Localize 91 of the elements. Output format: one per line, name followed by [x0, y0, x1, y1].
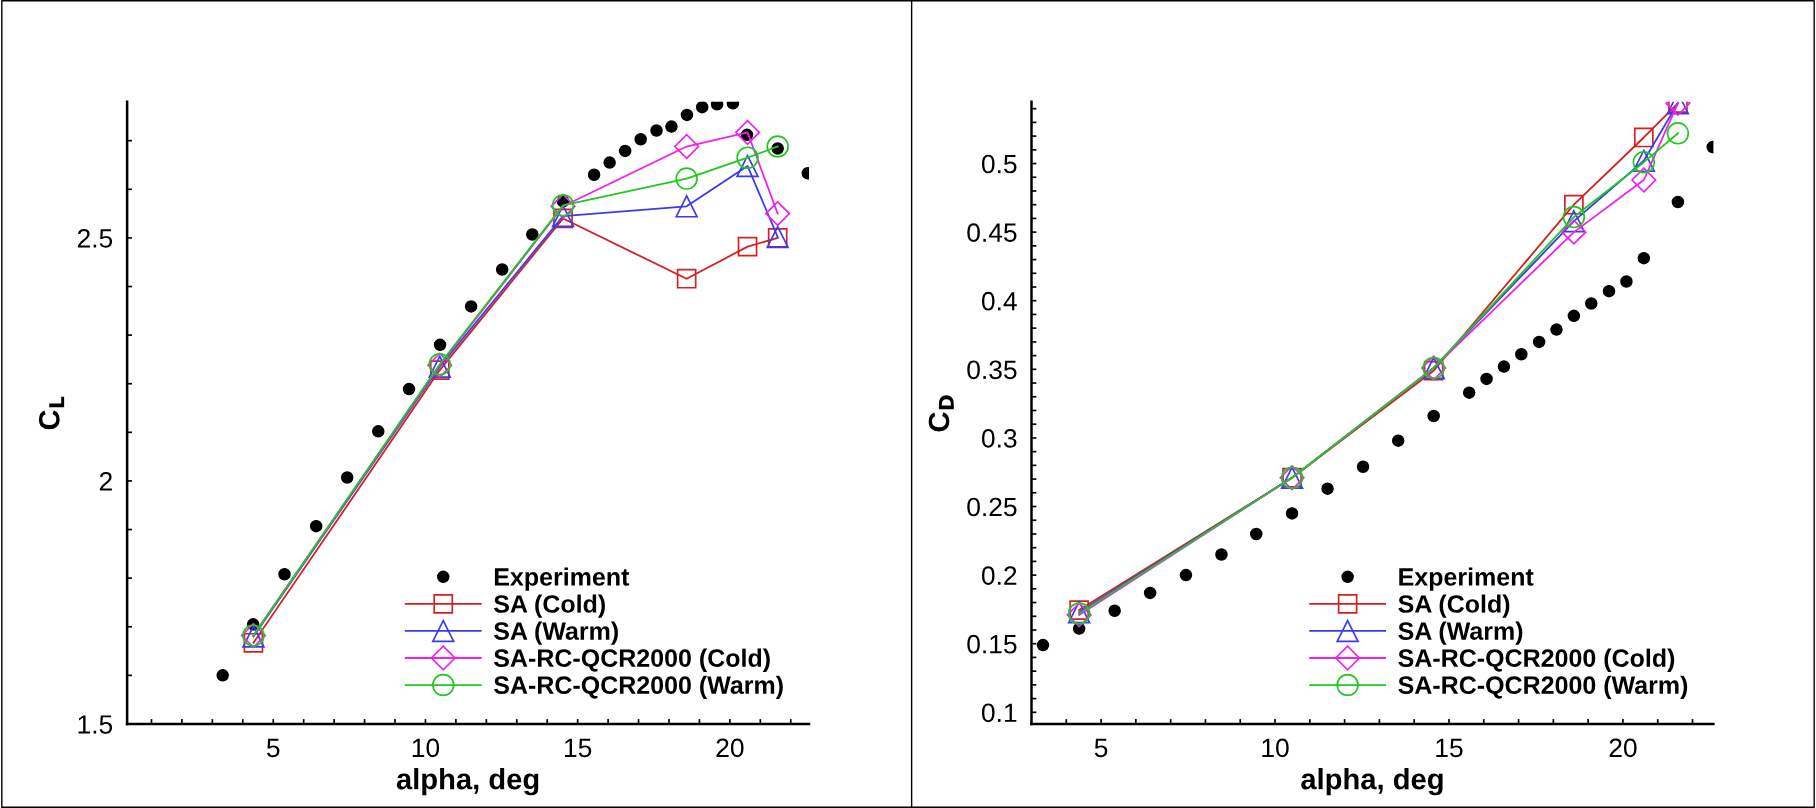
point — [1637, 251, 1651, 265]
x-axis-title: alpha, deg — [396, 768, 539, 796]
point — [1356, 460, 1370, 473]
point — [495, 263, 509, 276]
point — [1585, 297, 1598, 310]
point — [766, 135, 789, 158]
point — [1550, 323, 1563, 336]
point — [736, 146, 759, 169]
y-tick-label: 0.25 — [967, 497, 1017, 517]
point — [710, 101, 724, 111]
legend-label: SA (Cold) — [493, 594, 605, 618]
point — [278, 568, 291, 581]
y-tick-label: 0.15 — [967, 634, 1017, 654]
point — [665, 120, 678, 133]
point — [674, 133, 700, 160]
point — [1666, 122, 1690, 145]
point — [372, 425, 385, 438]
y-axis-title: C$_{L}$ — [38, 396, 65, 430]
point — [340, 471, 354, 484]
y-tick-label: 0.1 — [981, 703, 1017, 723]
point — [1633, 127, 1654, 148]
point — [433, 338, 447, 352]
y-tick-label: 0.35 — [967, 360, 1017, 380]
point — [464, 300, 478, 313]
y-tick-label: 0.4 — [981, 291, 1017, 311]
point — [650, 124, 663, 137]
y-tick-label: 2 — [99, 472, 112, 491]
point — [1179, 568, 1193, 582]
y-tick-label: 0.5 — [981, 154, 1017, 174]
point — [1515, 347, 1528, 361]
x-tick-label: 20 — [716, 738, 744, 758]
point — [1532, 335, 1546, 349]
point — [1427, 409, 1440, 423]
point — [1391, 434, 1405, 447]
y-tick-label: 0.2 — [981, 566, 1017, 585]
y-tick-label: 2.5 — [77, 229, 113, 248]
point — [1620, 275, 1633, 288]
y-tick-label: 0.3 — [981, 429, 1017, 448]
point — [634, 132, 647, 146]
point — [1462, 386, 1476, 399]
x-axis-title: alpha, deg — [1301, 768, 1443, 796]
x-tick-label: 15 — [565, 738, 592, 758]
point — [675, 167, 698, 190]
point — [618, 144, 632, 158]
point — [695, 101, 709, 114]
legend-label: SA-RC-QCR2000 (Cold) — [1398, 648, 1675, 672]
legend-label: SA (Warm) — [493, 621, 618, 645]
legend-label: SA (Cold) — [1398, 594, 1510, 618]
point — [309, 519, 323, 533]
point — [676, 268, 697, 289]
point — [1285, 507, 1299, 520]
legend-label: SA (Warm) — [1398, 621, 1523, 645]
point — [734, 119, 761, 146]
point — [1631, 167, 1657, 193]
point — [680, 108, 694, 122]
point — [1143, 586, 1157, 600]
point — [1036, 638, 1050, 652]
y-tick-label: 0.45 — [967, 223, 1017, 242]
point — [526, 228, 539, 241]
point — [587, 168, 601, 181]
y-axis-title: C$_{D}$ — [928, 395, 954, 432]
x-tick-label: 20 — [1609, 738, 1637, 758]
point — [1671, 195, 1685, 209]
point — [1249, 527, 1263, 541]
legend-label: SA-RC-QCR2000 (Warm) — [493, 675, 783, 699]
x-tick-label: 5 — [1094, 738, 1108, 758]
x-tick-label: 15 — [1436, 738, 1463, 758]
point — [1321, 482, 1334, 495]
legend-label: Experiment — [494, 567, 630, 591]
point — [1497, 360, 1511, 373]
point — [1602, 284, 1616, 298]
point — [216, 669, 229, 682]
point — [1567, 309, 1581, 323]
point — [402, 382, 416, 396]
point — [737, 236, 758, 257]
point — [1108, 604, 1121, 618]
legend-label: Experiment — [1399, 567, 1534, 591]
point — [603, 156, 616, 169]
y-tick-label: 1.5 — [78, 715, 113, 734]
point — [1561, 219, 1587, 245]
x-tick-label: 10 — [412, 738, 440, 758]
point — [1480, 372, 1493, 386]
x-tick-label: 5 — [266, 738, 280, 758]
point — [675, 195, 698, 218]
x-tick-label: 10 — [1262, 738, 1289, 758]
legend-label: SA-RC-QCR2000 (Warm) — [1398, 675, 1688, 699]
point — [1564, 194, 1584, 215]
point — [736, 154, 759, 178]
point — [1215, 548, 1228, 561]
legend-label: SA-RC-QCR2000 (Cold) — [493, 648, 770, 672]
point — [765, 200, 791, 227]
